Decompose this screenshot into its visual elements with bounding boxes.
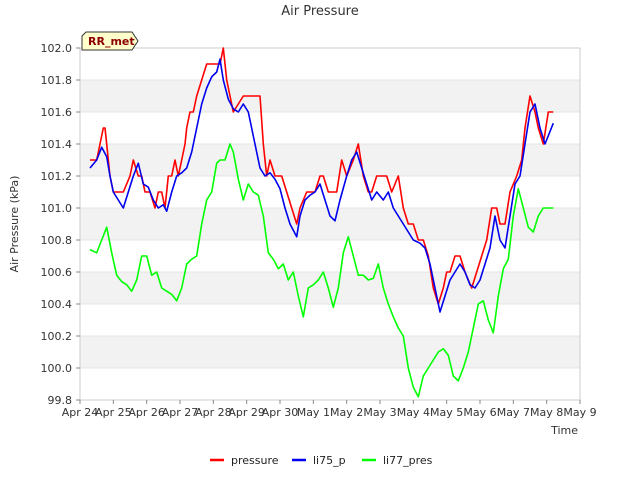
x-tick-label: May 9 <box>563 406 596 419</box>
grid-band <box>80 336 580 368</box>
x-tick-label: Apr 26 <box>128 406 165 419</box>
x-tick-label: May 3 <box>363 406 396 419</box>
y-tick-label: 99.8 <box>48 394 73 407</box>
y-tick-label: 100.0 <box>41 362 73 375</box>
x-tick-label: May 4 <box>397 406 430 419</box>
site-badge-shape <box>81 31 139 51</box>
y-tick-label: 100.8 <box>41 234 73 247</box>
series-line-pressure <box>90 47 554 305</box>
x-tick-label: May 7 <box>497 406 530 419</box>
legend-label-li75_p: li75_p <box>313 454 346 467</box>
x-tick-label: Apr 24 <box>62 406 99 419</box>
grid-band <box>80 272 580 304</box>
grid-band <box>80 112 580 144</box>
series-line-li77_pres <box>89 143 554 398</box>
x-tick-label: May 2 <box>330 406 363 419</box>
grid-band <box>80 48 580 80</box>
x-tick-label: May 5 <box>430 406 463 419</box>
x-tick-label: Apr 29 <box>228 406 265 419</box>
grid-band <box>80 240 580 272</box>
y-axis-ticks: 99.8 100.0 100.2 100.4 100.6 100.8 101.0 101.2 1… <box>41 42 80 407</box>
grid-band <box>80 304 580 336</box>
y-tick-label: 100.6 <box>41 266 73 279</box>
x-tick-label: Apr 28 <box>195 406 232 419</box>
x-axis-label: Time <box>550 424 578 437</box>
legend: pressure li75_p li77_pres <box>210 454 433 467</box>
legend-label-pressure: pressure <box>231 454 279 467</box>
x-tick-label: May 1 <box>297 406 330 419</box>
series-lines <box>89 47 555 398</box>
legend-label-li77_pres: li77_pres <box>383 454 433 467</box>
y-tick-label: 101.0 <box>41 202 73 215</box>
y-tick-label: 100.4 <box>41 298 73 311</box>
x-tick-label: Apr 30 <box>262 406 299 419</box>
grid-band <box>80 80 580 112</box>
grid-band <box>80 144 580 176</box>
y-tick-label: 101.4 <box>41 138 73 151</box>
x-tick-label: Apr 27 <box>162 406 199 419</box>
y-axis-label: Air Pressure (kPa) <box>8 176 21 273</box>
series-line-li75_p <box>89 58 555 313</box>
x-tick-label: May 6 <box>463 406 496 419</box>
y-tick-label: 101.8 <box>41 74 73 87</box>
chart-title: Air Pressure <box>281 4 359 19</box>
site-badge: RR_met <box>81 31 139 51</box>
y-tick-label: 101.2 <box>41 170 73 183</box>
y-tick-label: 102.0 <box>41 42 73 55</box>
y-tick-label: 101.6 <box>41 106 73 119</box>
grid-band <box>80 368 580 400</box>
x-tick-label: May 8 <box>530 406 563 419</box>
plot-frame <box>79 47 581 401</box>
y-tick-label: 100.2 <box>41 330 73 343</box>
x-tick-label: Apr 25 <box>95 406 132 419</box>
site-badge-label: RR_met <box>88 35 135 48</box>
